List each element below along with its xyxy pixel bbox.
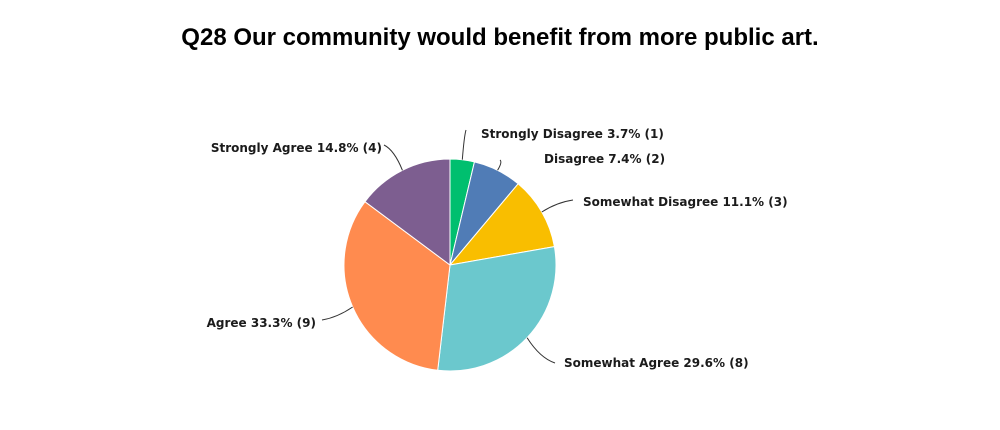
slice-label-disagree: Disagree 7.4% (2) <box>544 152 665 166</box>
leader-line-disagree <box>497 159 502 171</box>
leader-line-agree <box>321 306 353 321</box>
chart-title: Q28 Our community would benefit from mor… <box>181 24 819 51</box>
leader-lines <box>321 129 574 364</box>
leader-line-strongly-agree <box>383 144 403 171</box>
slice-labels: Strongly Disagree 3.7% (1) Disagree 7.4% … <box>207 127 788 370</box>
slice-label-agree: Agree 33.3% (9) <box>207 316 316 330</box>
pie-slice-agree <box>343 201 451 371</box>
slice-label-somewhat-disagree: Somewhat Disagree 11.1% (3) <box>583 195 788 209</box>
slice-label-strongly-agree: Strongly Agree 14.8% (4) <box>211 141 382 155</box>
slice-label-strongly-disagree: Strongly Disagree 3.7% (1) <box>481 127 664 141</box>
leader-line-strongly-disagree <box>461 129 467 160</box>
leader-line-somewhat-disagree <box>541 199 574 213</box>
pie-slice-somewhat-disagree <box>448 183 555 266</box>
leader-line-somewhat-agree <box>526 337 556 364</box>
pie-slices <box>343 158 557 372</box>
slice-label-somewhat-agree: Somewhat Agree 29.6% (8) <box>564 356 749 370</box>
